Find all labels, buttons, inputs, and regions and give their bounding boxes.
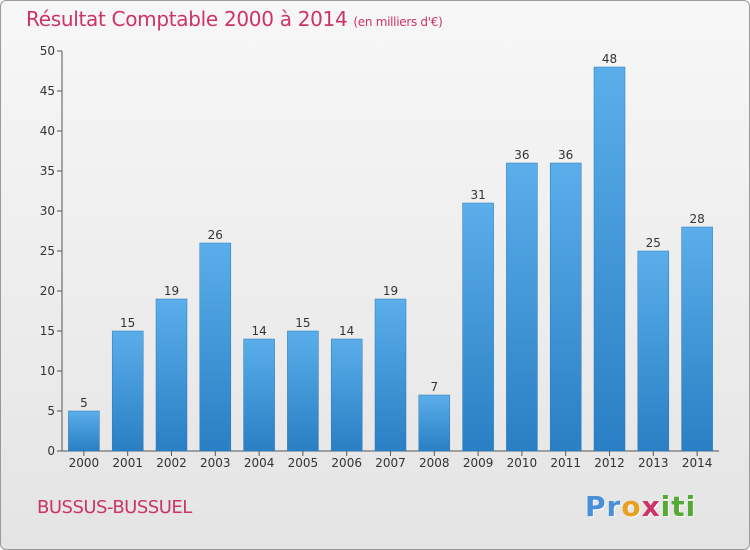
x-tick-label: 2009: [463, 456, 494, 470]
data-label-2000: 5: [80, 396, 88, 410]
x-tick-label: 2004: [244, 456, 275, 470]
y-tick-label: 0: [47, 444, 55, 458]
bar-2013: [637, 250, 670, 452]
data-label-2011: 36: [558, 148, 573, 162]
x-tick-label: 2002: [156, 456, 187, 470]
x-tick-label: 2011: [550, 456, 581, 470]
x-tick-label: 2012: [594, 456, 625, 470]
chart-bars: [68, 66, 713, 452]
logo-part-1: Pr: [585, 490, 622, 523]
bar-2012: [593, 66, 626, 452]
chart-labels: 5 15 19 26 14 15 14 19 7 31 36 36 48 25 28: [80, 52, 705, 410]
data-label-2010: 36: [514, 148, 529, 162]
x-tick-label: 2000: [69, 456, 100, 470]
proxiti-logo: Proxiti: [585, 490, 696, 523]
y-tick-label: 5: [47, 404, 55, 418]
data-label-2013: 25: [646, 236, 661, 250]
x-tick-label: 2005: [288, 456, 319, 470]
data-label-2003: 26: [208, 228, 223, 242]
x-tick-label: 2014: [682, 456, 713, 470]
data-label-2001: 15: [120, 316, 135, 330]
x-tick-label: 2007: [375, 456, 406, 470]
bar-2009: [462, 202, 494, 452]
chart-title: Résultat Comptable 2000 à 2014 (en millie…: [26, 7, 443, 31]
data-label-2004: 14: [251, 324, 266, 338]
data-label-2012: 48: [602, 52, 617, 66]
bar-2006: [330, 338, 363, 452]
chart-subtitle: (en milliers d'€): [353, 15, 443, 29]
y-tick-label: 35: [40, 164, 55, 178]
data-label-2002: 19: [164, 284, 179, 298]
y-tick-label: 30: [40, 204, 55, 218]
bar-2002: [155, 298, 188, 452]
chart-axes: 0 5 10 15 20 25 30 35 40 45 50 2000 2001 2002 2003 2004…: [40, 44, 719, 470]
bar-2010: [506, 162, 538, 452]
bar-2003: [199, 242, 232, 452]
logo-part-4: iti: [660, 490, 697, 523]
data-label-2007: 19: [383, 284, 398, 298]
bar-2001: [111, 330, 144, 452]
y-tick-label: 10: [40, 364, 55, 378]
bar-2008: [418, 394, 451, 452]
y-tick-label: 45: [40, 84, 55, 98]
y-tick-label: 15: [40, 324, 55, 338]
data-label-2006: 14: [339, 324, 354, 338]
y-tick-label: 40: [40, 124, 55, 138]
data-label-2009: 31: [470, 188, 485, 202]
bar-2000: [68, 410, 100, 452]
x-tick-label: 2010: [507, 456, 538, 470]
logo-part-2: o: [621, 490, 642, 523]
x-tick-label: 2013: [638, 456, 669, 470]
bar-2005: [287, 330, 319, 452]
x-tick-label: 2006: [331, 456, 362, 470]
x-tick-label: 2003: [200, 456, 231, 470]
data-label-2014: 28: [689, 212, 704, 226]
logo-part-3: x: [641, 490, 661, 523]
commune-name: BUSSUS-BUSSUEL: [37, 497, 192, 518]
chart-title-text: Résultat Comptable 2000 à 2014: [26, 7, 348, 31]
bar-2007: [374, 298, 407, 452]
x-tick-label: 2008: [419, 456, 450, 470]
y-tick-label: 25: [40, 244, 55, 258]
data-label-2005: 15: [295, 316, 310, 330]
x-tick-label: 2001: [112, 456, 143, 470]
y-tick-label: 50: [40, 44, 55, 58]
y-tick-label: 20: [40, 284, 55, 298]
bar-2011: [549, 162, 582, 452]
bar-2014: [681, 226, 713, 452]
bar-2004: [243, 338, 275, 452]
data-label-2008: 7: [430, 380, 438, 394]
